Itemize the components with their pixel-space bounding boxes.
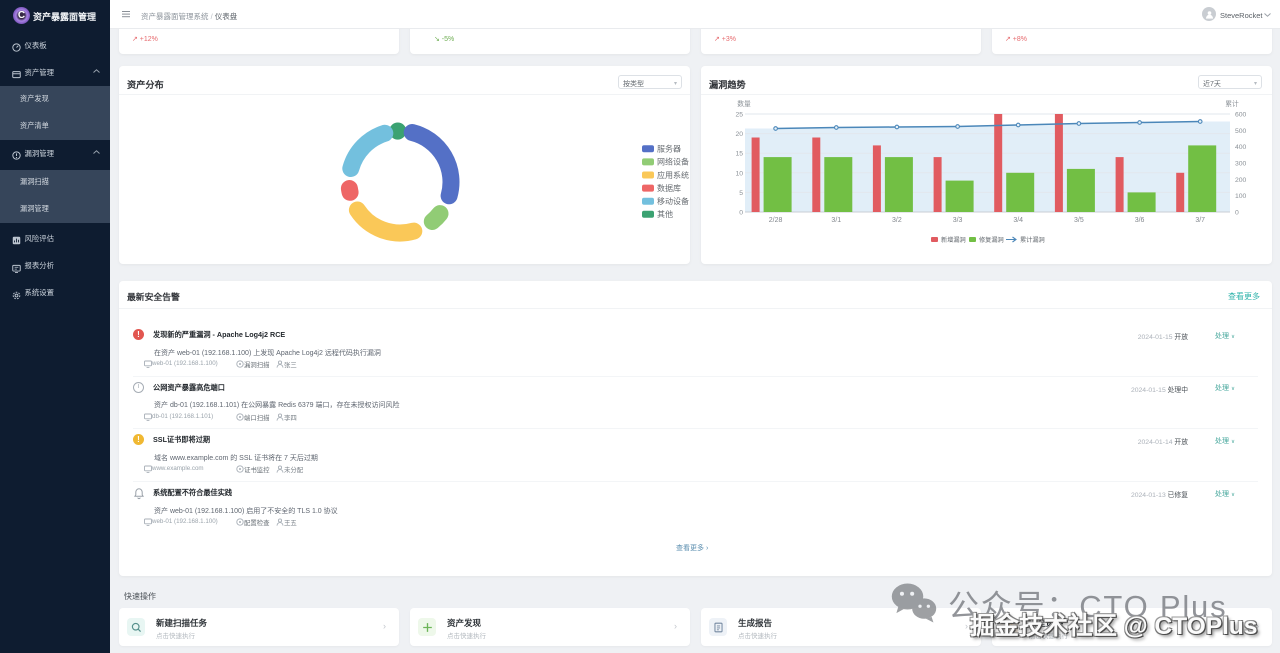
svg-text:3/4: 3/4 [1013,217,1023,224]
svg-text:400: 400 [1235,144,1247,151]
svg-text:累计漏洞: 累计漏洞 [1020,236,1045,244]
svg-text:600: 600 [1235,112,1247,119]
svg-text:服务器: 服务器 [657,144,681,154]
svg-text:其他: 其他 [657,209,673,219]
svg-text:应用系统: 应用系统 [657,170,689,180]
svg-text:5: 5 [739,190,743,197]
svg-text:10: 10 [735,170,743,177]
svg-text:移动设备: 移动设备 [657,196,689,206]
svg-text:2/28: 2/28 [769,217,783,224]
svg-text:新增漏洞: 新增漏洞 [941,236,966,244]
svg-text:0: 0 [1235,210,1239,217]
svg-text:20: 20 [735,131,743,138]
svg-text:3/7: 3/7 [1195,217,1205,224]
svg-text:3/5: 3/5 [1074,217,1084,224]
svg-text:15: 15 [735,151,743,158]
svg-text:100: 100 [1235,193,1247,200]
svg-text:3/6: 3/6 [1135,217,1145,224]
svg-text:300: 300 [1235,161,1247,168]
svg-text:25: 25 [735,112,743,119]
svg-text:3/3: 3/3 [953,217,963,224]
svg-text:500: 500 [1235,128,1247,135]
svg-text:200: 200 [1235,177,1247,184]
svg-text:累计: 累计 [1225,99,1239,108]
svg-text:数据库: 数据库 [657,183,681,193]
svg-text:3/1: 3/1 [831,217,841,224]
svg-text:数量: 数量 [737,99,751,108]
svg-text:3/2: 3/2 [892,217,902,224]
svg-text:网络设备: 网络设备 [657,157,689,167]
svg-text:0: 0 [739,210,743,217]
svg-text:修复漏洞: 修复漏洞 [979,236,1004,244]
